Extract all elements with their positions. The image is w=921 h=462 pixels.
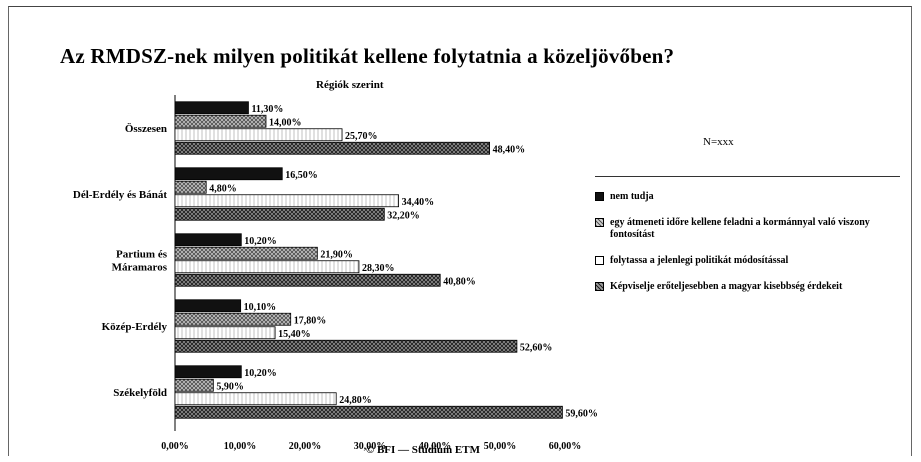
category-label: Közép-Erdély xyxy=(102,321,168,333)
legend-item: egy átmeneti időre kellene feladni a kor… xyxy=(595,217,900,241)
chart-subtitle: Régiók szerint xyxy=(316,79,384,91)
x-tick-label: 0,00% xyxy=(161,441,189,452)
data-label: 48,40% xyxy=(493,144,525,155)
legend-swatch xyxy=(595,282,604,291)
category-label: Székelyföld xyxy=(113,387,167,399)
x-tick-label: 30,00% xyxy=(354,441,387,452)
data-label: 32,20% xyxy=(387,210,420,221)
bar-0 xyxy=(174,365,242,379)
data-label: 10,20% xyxy=(244,236,276,247)
data-label: 5,90% xyxy=(216,381,244,392)
bar-1 xyxy=(174,114,267,128)
x-tick-label: 60,00% xyxy=(549,441,582,452)
x-tick-label: 10,00% xyxy=(224,441,257,452)
bar-1 xyxy=(174,246,318,260)
data-label: 14,00% xyxy=(269,117,302,128)
x-tick-label: 50,00% xyxy=(484,441,517,452)
sample-size-label: N=xxx xyxy=(703,136,734,148)
bar-2 xyxy=(174,260,360,274)
data-label: 25,70% xyxy=(345,131,378,142)
bar-3 xyxy=(174,405,563,419)
bar-0 xyxy=(174,299,242,313)
category-label: Máramaros xyxy=(112,262,168,274)
data-label: 4,80% xyxy=(209,183,237,194)
bar-3 xyxy=(174,273,441,287)
data-label: 34,40% xyxy=(402,197,435,208)
data-label: 59,60% xyxy=(565,408,598,419)
category-label: Dél-Erdély és Bánát xyxy=(73,189,167,201)
x-tick-label: 20,00% xyxy=(289,441,322,452)
category-label: Partium és xyxy=(116,249,168,261)
source-credit: © BFI — Stúdium ETM xyxy=(366,444,480,456)
data-label: 21,90% xyxy=(320,249,353,260)
bar-0 xyxy=(174,233,242,247)
legend-swatch xyxy=(595,192,604,201)
data-label: 15,40% xyxy=(278,329,311,340)
bar-2 xyxy=(174,392,337,406)
legend-label: Képviselje erőteljesebben a magyar kiseb… xyxy=(610,281,843,292)
legend-label: egy átmeneti időre kellene feladni a kor… xyxy=(610,217,870,240)
legend-item: folytassa a jelenlegi politikát módosítá… xyxy=(595,255,900,267)
bar-0 xyxy=(174,101,249,115)
legend-item: Képviselje erőteljesebben a magyar kiseb… xyxy=(595,281,900,293)
bar-0 xyxy=(174,167,283,181)
data-label: 16,50% xyxy=(285,170,318,181)
data-label: 24,80% xyxy=(339,395,372,406)
chart-title: Az RMDSZ-nek milyen politikát kellene fo… xyxy=(60,44,675,68)
bar-3 xyxy=(174,339,518,353)
legend-swatch xyxy=(595,218,604,227)
bar-3 xyxy=(174,207,385,221)
data-label: 52,60% xyxy=(520,342,553,353)
data-label: 10,20% xyxy=(244,368,276,379)
bar-2 xyxy=(174,128,343,142)
chart-legend: nem tudja egy átmeneti időre kellene fel… xyxy=(595,176,900,307)
data-label: 40,80% xyxy=(443,276,476,287)
bar-1 xyxy=(174,378,214,392)
legend-label: nem tudja xyxy=(610,191,654,202)
data-label: 11,30% xyxy=(251,104,283,115)
data-label: 10,10% xyxy=(244,302,277,313)
data-label: 17,80% xyxy=(294,315,327,326)
data-label: 28,30% xyxy=(362,263,395,274)
category-label: Összesen xyxy=(125,122,167,135)
bar-2 xyxy=(174,326,276,340)
legend-swatch xyxy=(595,256,604,265)
bar-1 xyxy=(174,180,207,194)
legend-item: nem tudja xyxy=(595,191,900,203)
legend-label: folytassa a jelenlegi politikát módosítá… xyxy=(610,255,789,266)
x-tick-label: 40,00% xyxy=(419,441,452,452)
bar-3 xyxy=(174,141,491,155)
bar-1 xyxy=(174,312,292,326)
bar-2 xyxy=(174,194,400,208)
chart-frame xyxy=(8,6,912,456)
